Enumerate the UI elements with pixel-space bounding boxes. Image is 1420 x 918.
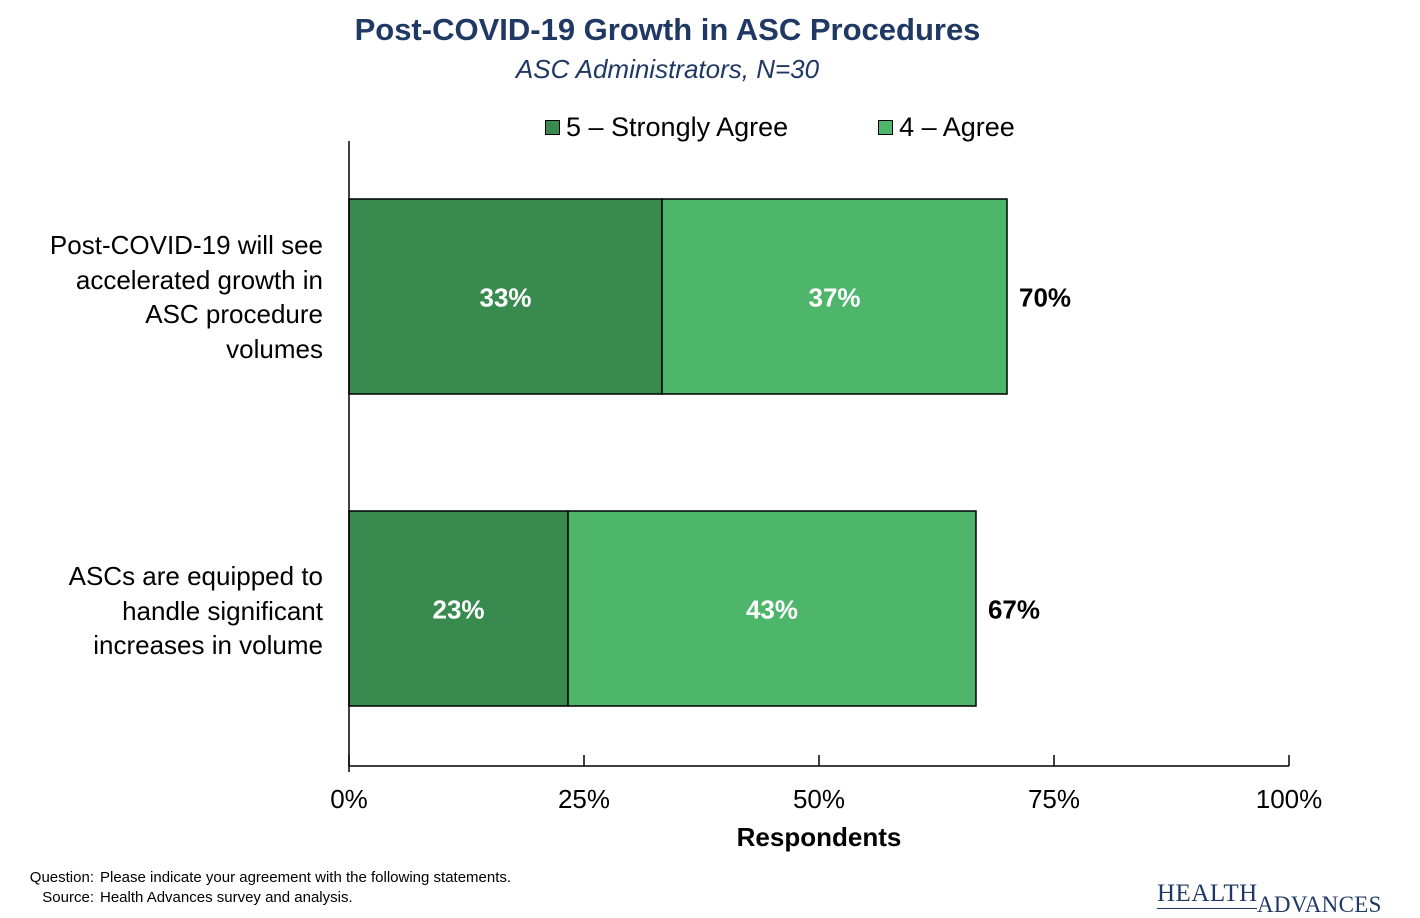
bar-segment-strongly-agree xyxy=(348,510,569,707)
legend-swatch-agree xyxy=(878,119,894,135)
footnote-source-text: Health Advances survey and analysis. xyxy=(100,889,353,906)
category-label-2-line: increases in volume xyxy=(93,630,323,660)
x-tick-label: 100% xyxy=(1256,784,1323,814)
chart-title: Post-COVID-19 Growth in ASC Procedures xyxy=(354,12,981,47)
legend-item-strongly-agree: 5 – Strongly Agree xyxy=(545,112,788,143)
footnote-question-key: Question: xyxy=(29,869,94,886)
category-label-2: ASCs are equipped to handle significant … xyxy=(0,559,323,663)
legend: 5 – Strongly Agree 4 – Agree xyxy=(545,110,1015,144)
footnote-source: Source: Health Advances survey and analys… xyxy=(18,889,353,906)
footnote-question: Question: Please indicate your agreement … xyxy=(18,869,511,886)
footnote-question-text: Please indicate your agreement with the … xyxy=(100,869,512,886)
chart-subtitle: ASC Administrators, N=30 xyxy=(515,54,820,84)
health-advances-logo: HEALTH ADVANCES xyxy=(1157,880,1397,917)
bar-segment-strongly-agree xyxy=(348,198,663,395)
x-axis-title: Respondents xyxy=(737,822,902,852)
logo-word-advances: ADVANCES xyxy=(1257,892,1382,917)
data-label: 37% xyxy=(808,283,860,313)
x-tick-label: 75% xyxy=(1028,784,1080,814)
category-label-1-line: Post-COVID-19 will see xyxy=(49,230,323,260)
category-label-1-line: volumes xyxy=(226,333,323,364)
data-label: 23% xyxy=(432,595,484,625)
bar-segment-agree xyxy=(661,198,1008,395)
category-label-1: Post-COVID-19 will see accelerated growt… xyxy=(0,228,323,366)
legend-label-strongly-agree: 5 – Strongly Agree xyxy=(566,111,789,142)
data-label: 43% xyxy=(746,595,798,625)
logo-word-health: HEALTH xyxy=(1157,880,1258,907)
category-label-2-line: handle significant xyxy=(122,595,323,626)
x-tick-label: 25% xyxy=(558,784,610,814)
category-label-1-line: accelerated growth in xyxy=(75,264,323,295)
total-label: 67% xyxy=(988,595,1040,625)
category-label-2-line: ASCs are equipped to xyxy=(68,561,323,591)
total-label: 70% xyxy=(1019,283,1071,313)
legend-swatch-strongly-agree xyxy=(545,119,560,135)
footnote-source-key: Source: xyxy=(42,889,94,906)
category-label-1-line: ASC procedure xyxy=(145,299,323,329)
bar-segment-agree xyxy=(567,510,977,707)
data-label: 33% xyxy=(479,283,531,313)
x-tick-label: 50% xyxy=(793,784,845,814)
logo-rule xyxy=(1157,908,1257,909)
legend-item-agree: 4 – Agree xyxy=(878,112,1015,143)
x-tick-label: 0% xyxy=(330,784,368,814)
legend-label-agree: 4 – Agree xyxy=(899,111,1015,142)
